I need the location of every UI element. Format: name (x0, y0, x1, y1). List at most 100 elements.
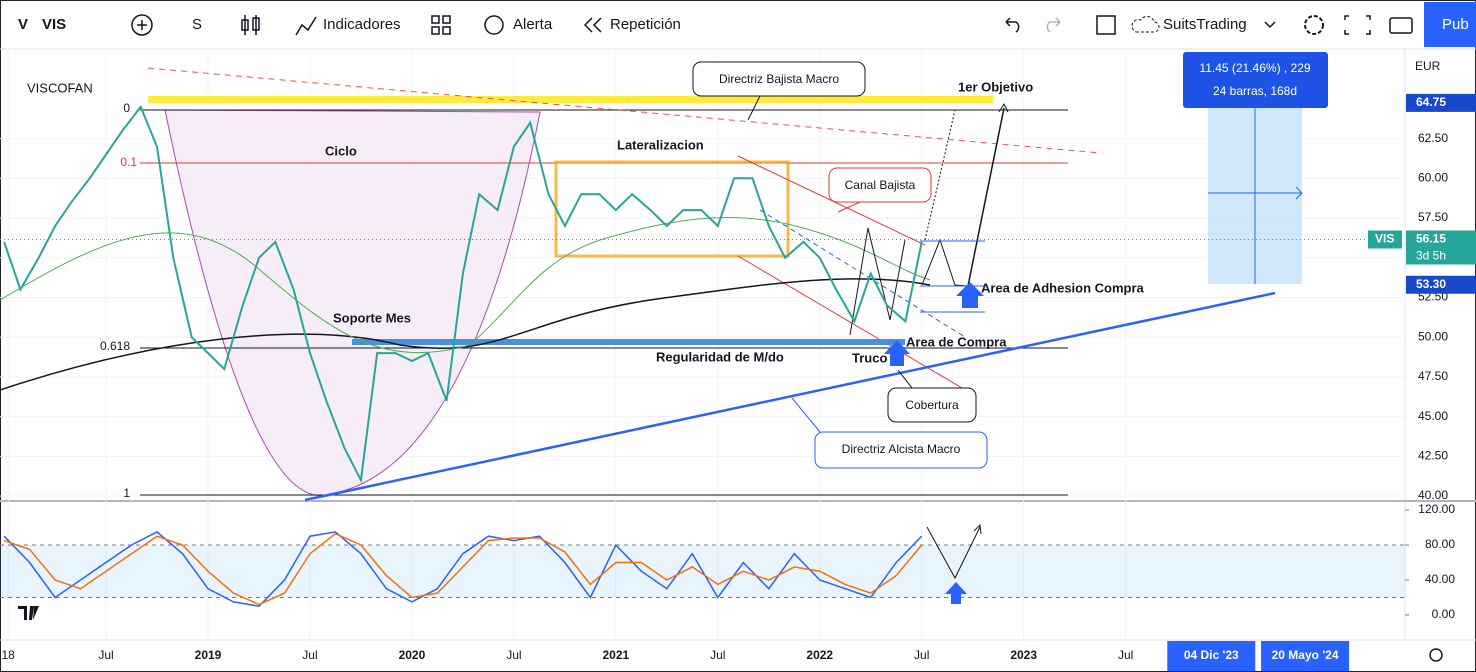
support-bar (352, 339, 905, 345)
logo: V (18, 16, 28, 33)
layouts-icon[interactable] (431, 15, 451, 35)
x-tick-label: Jul (506, 648, 521, 662)
annotation: Canal Bajista (845, 178, 916, 192)
price-tag-label: 56.15 (1416, 232, 1446, 246)
publish-button-bg[interactable] (1424, 2, 1476, 47)
y-tick-label: 60.00 (1418, 171, 1448, 185)
fib-label: 1 (123, 486, 130, 500)
layout-dropdown[interactable] (1264, 21, 1276, 29)
fullscreen-icon[interactable] (1344, 15, 1371, 35)
x-tick-label: Jul (1118, 648, 1133, 662)
x-tick-label: 18 (1, 648, 15, 662)
ma-200 (0, 278, 931, 391)
axis-settings[interactable] (1429, 648, 1443, 662)
price-tag (1406, 275, 1476, 294)
drawings: 11.45 (21.46%) , 229 24 barras, 168d (0, 52, 1328, 502)
arrow-head (998, 102, 1009, 113)
screenshot-icon[interactable] (1389, 17, 1413, 34)
y-tick-label: 40.00 (1418, 488, 1448, 502)
alert-icon[interactable] (484, 15, 504, 35)
price-tag-label: 64.75 (1416, 95, 1446, 109)
x-tick-label: 2020 (399, 648, 426, 662)
x-tick-label: 2021 (602, 648, 629, 662)
annotation: Area de Adhesion Compra (981, 280, 1145, 295)
osc-tick-label: 0.00 (1432, 607, 1456, 621)
replay-icon[interactable] (583, 17, 602, 33)
select-icon[interactable] (1096, 15, 1116, 35)
measure-axes (1208, 103, 1303, 284)
undo-icon[interactable] (1005, 17, 1020, 33)
annotation: Directriz Bajista Macro (719, 72, 839, 86)
y-tick-label: 47.50 (1418, 369, 1448, 383)
x-tick-label: 2022 (806, 648, 833, 662)
date-highlight (1261, 641, 1350, 671)
annotation: Soporte Mes (333, 310, 411, 325)
price-line (3, 104, 923, 484)
annotation: Regularidad de M/do (656, 349, 784, 364)
callout-pointer (837, 201, 861, 213)
toolbar: V VIS S Indicadores Alerta Repetición Su… (0, 2, 1476, 50)
oscillator-drawings (12, 523, 1443, 662)
price-tag (1406, 230, 1476, 249)
oscillator-line (3, 531, 923, 608)
y-tick-label: 57.50 (1418, 210, 1448, 224)
pattern-truco (849, 227, 906, 336)
annotation: Area de Compra (906, 334, 1007, 349)
settings-icon[interactable] (1304, 15, 1324, 35)
alert-button[interactable]: Alerta (513, 16, 553, 33)
redo-icon[interactable] (1046, 17, 1061, 33)
chart-type-icon[interactable] (241, 15, 260, 35)
currency[interactable]: EUR (1415, 59, 1441, 73)
macro-downtrend (147, 67, 1101, 154)
compare-icon[interactable] (131, 14, 153, 36)
osc-tick-label: 40.00 (1425, 572, 1455, 586)
price-tag (1406, 93, 1476, 112)
channel-lower (737, 255, 963, 389)
x-tick-label: 2019 (195, 648, 222, 662)
instrument-name: VISCOFAN (27, 80, 93, 95)
osc-arrow-head (973, 523, 982, 535)
measure-line2: 24 barras, 168d (1213, 84, 1297, 98)
channel-upper (737, 155, 926, 246)
callout-box (828, 167, 932, 203)
ma-50 (0, 217, 931, 354)
x-tick-label: Jul (302, 648, 317, 662)
date-highlight-label: 20 Mayo '24 (1272, 648, 1339, 662)
x-tick-label: Jul (914, 648, 929, 662)
indicators-button[interactable]: Indicadores (323, 16, 401, 33)
callout-box (887, 387, 977, 423)
callout-box (692, 61, 866, 97)
date-highlight (1167, 641, 1256, 671)
fib-label: 0.1 (120, 155, 137, 169)
oscillator-line (3, 532, 923, 606)
osc-tick-label: 80.00 (1425, 537, 1455, 551)
target-band (148, 96, 993, 103)
replay-button[interactable]: Repetición (610, 16, 681, 33)
buy-arrow-2 (884, 340, 910, 366)
publish-button[interactable]: Pub (1442, 16, 1469, 33)
countdown: 3d 5h (1416, 249, 1446, 263)
projection-target (967, 107, 1005, 287)
osc-projection (926, 526, 981, 580)
osc-buy-arrow (945, 582, 967, 604)
callout-pointer (791, 397, 821, 433)
annotations: VISCOFAN 0 0.1 0.618 1 Directriz Bajista… (27, 59, 1441, 500)
interval[interactable]: S (192, 16, 202, 33)
date-highlight-label: 04 Dic '23 (1184, 648, 1239, 662)
fib-label: 0.618 (100, 339, 130, 353)
symbol[interactable]: VIS (42, 16, 66, 33)
annotation: Lateralizacion (617, 137, 704, 152)
buy-arrow-1 (956, 282, 984, 308)
symbol-tag (1368, 230, 1402, 249)
annotation: Cobertura (905, 398, 959, 412)
x-tick-label: Jul (710, 648, 725, 662)
tv-logo[interactable] (18, 606, 39, 620)
annotation: 1er Objetivo (958, 79, 1033, 94)
callout-pointer (747, 95, 761, 121)
layout-name[interactable]: SuitsTrading (1163, 16, 1247, 33)
fib-label: 0 (123, 101, 130, 115)
osc-tick-label: 120.00 (1418, 502, 1455, 516)
channel-mid (759, 209, 966, 338)
indicators-icon[interactable] (295, 16, 317, 36)
